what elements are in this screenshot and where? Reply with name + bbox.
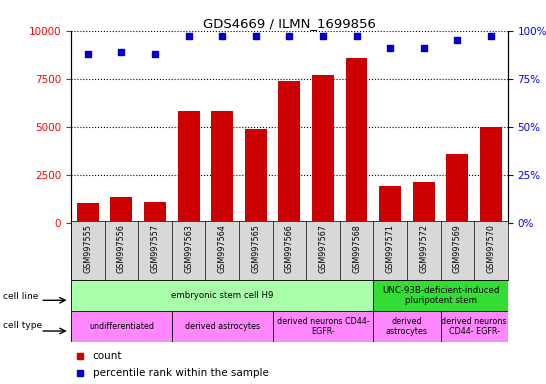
Bar xyxy=(71,280,373,311)
Point xyxy=(251,33,260,40)
Bar xyxy=(379,186,401,223)
Point xyxy=(352,33,361,40)
Bar xyxy=(177,111,199,223)
Point xyxy=(486,33,495,40)
Bar xyxy=(144,202,166,223)
Bar xyxy=(447,154,468,223)
Point xyxy=(419,45,428,51)
Bar xyxy=(272,311,373,342)
Text: GSM997565: GSM997565 xyxy=(251,224,260,273)
Title: GDS4669 / ILMN_1699856: GDS4669 / ILMN_1699856 xyxy=(203,17,376,30)
Point xyxy=(184,33,193,40)
Text: GSM997571: GSM997571 xyxy=(385,224,395,273)
Point xyxy=(386,45,395,51)
Bar xyxy=(211,111,233,223)
Bar xyxy=(77,203,99,223)
Text: GSM997569: GSM997569 xyxy=(453,224,462,273)
Text: derived
astrocytes: derived astrocytes xyxy=(386,317,428,336)
Bar xyxy=(373,280,508,311)
Text: GSM997568: GSM997568 xyxy=(352,224,361,273)
Text: percentile rank within the sample: percentile rank within the sample xyxy=(93,368,269,378)
Point xyxy=(285,33,294,40)
Bar xyxy=(71,311,172,342)
Bar xyxy=(346,58,367,223)
Bar xyxy=(312,75,334,223)
Bar xyxy=(172,311,272,342)
Text: cell type: cell type xyxy=(3,321,42,330)
Text: cell line: cell line xyxy=(3,292,38,301)
Bar xyxy=(413,182,435,223)
Text: GSM997567: GSM997567 xyxy=(318,224,328,273)
Text: derived neurons
CD44- EGFR-: derived neurons CD44- EGFR- xyxy=(441,317,507,336)
Text: GSM997556: GSM997556 xyxy=(117,224,126,273)
Text: UNC-93B-deficient-induced
pluripotent stem: UNC-93B-deficient-induced pluripotent st… xyxy=(382,286,499,305)
Text: GSM997557: GSM997557 xyxy=(151,224,159,273)
Text: GSM997563: GSM997563 xyxy=(184,224,193,273)
Bar xyxy=(480,127,502,223)
Text: GSM997570: GSM997570 xyxy=(486,224,495,273)
Bar xyxy=(245,129,266,223)
Text: derived neurons CD44-
EGFR-: derived neurons CD44- EGFR- xyxy=(277,317,369,336)
Bar xyxy=(110,197,132,223)
Bar xyxy=(278,81,300,223)
Point xyxy=(319,33,328,40)
Point xyxy=(364,264,373,270)
Text: GSM997555: GSM997555 xyxy=(84,224,92,273)
Bar xyxy=(441,311,508,342)
Bar xyxy=(373,311,441,342)
Text: count: count xyxy=(93,351,122,361)
Point xyxy=(117,49,126,55)
Text: GSM997566: GSM997566 xyxy=(285,224,294,273)
Point xyxy=(364,110,373,116)
Point xyxy=(218,33,227,40)
Text: embryonic stem cell H9: embryonic stem cell H9 xyxy=(171,291,274,300)
Text: undifferentiated: undifferentiated xyxy=(89,322,154,331)
Text: derived astrocytes: derived astrocytes xyxy=(185,322,260,331)
Point xyxy=(84,51,92,57)
Text: GSM997572: GSM997572 xyxy=(419,224,428,273)
Point xyxy=(453,37,462,43)
Point xyxy=(151,51,159,57)
Text: GSM997564: GSM997564 xyxy=(218,224,227,273)
